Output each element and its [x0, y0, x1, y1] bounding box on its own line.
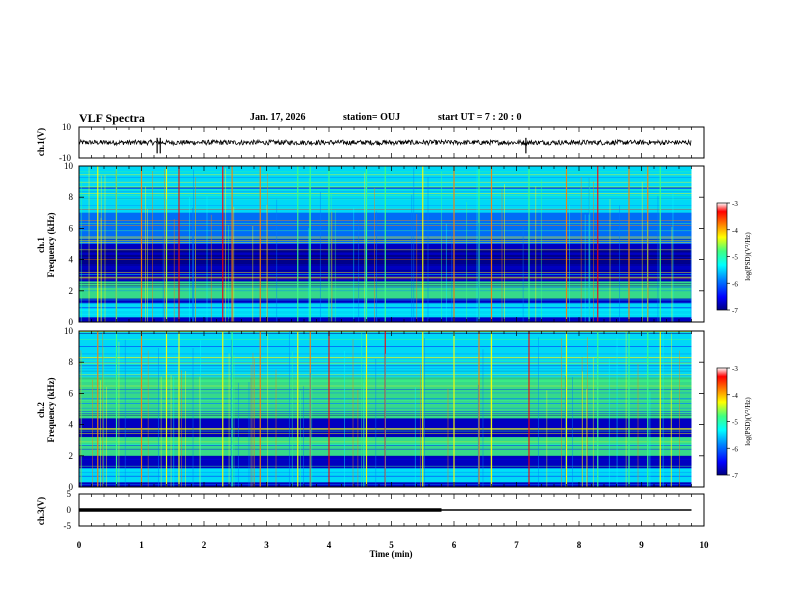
- ch3-ylabel: ch.3(V): [36, 497, 46, 525]
- ch2-spec-ytick-label: 6: [69, 388, 74, 398]
- ch2-spec-ytick-label: 10: [64, 326, 74, 336]
- ch3-level-panel: 5 0 -5: [64, 489, 705, 531]
- x-tick-label: 5: [389, 540, 394, 550]
- ch1-spec-ylabel-line2: Frequency (kHz): [46, 212, 56, 277]
- ch1-spec-ylabel-line1: ch.1: [36, 237, 46, 253]
- ch2-colorbar-tick-label: -6: [732, 445, 738, 453]
- ch1-colorbar-label: log(PSD)(V²/Hz): [744, 232, 752, 281]
- ch3-ytick-label: 0: [67, 505, 72, 515]
- ch2-colorbar-gradient: [716, 367, 728, 476]
- ch1-spec-ytick-label: 6: [69, 223, 74, 233]
- ch1-waveform-trace: [78, 138, 692, 147]
- ch1-ytick-label: -10: [59, 153, 71, 163]
- ch1-spec-ytick-label: 8: [69, 192, 74, 202]
- ch1-spec-ytick-label: 4: [69, 255, 74, 265]
- ch2-colorbar: -3 -4 -5 -6 -7 log(PSD)(V²/Hz): [716, 365, 752, 480]
- ch2-colorbar-label: log(PSD)(V²/Hz): [744, 397, 752, 446]
- x-tick-label: 9: [639, 540, 644, 550]
- start-time-label: start UT = 7 : 20 : 0: [438, 112, 522, 123]
- ch2-spec-ylabel-line2: Frequency (kHz): [46, 377, 56, 442]
- x-tick-label: 0: [77, 540, 82, 550]
- x-tick-label: 1: [139, 540, 144, 550]
- x-tick-label: 10: [700, 540, 710, 550]
- x-tick-label: 2: [202, 540, 207, 550]
- ch1-colorbar-tick-label: -3: [732, 200, 738, 208]
- ch2-colorbar-tick-label: -5: [732, 419, 738, 427]
- ch1-spec-ytick-label: 2: [69, 286, 74, 296]
- ch2-colorbar-tick-label: -7: [732, 472, 738, 480]
- x-tick-label: 3: [264, 540, 269, 550]
- time-axis: 0 1 2 3 4 5 6 7 8 9 10: [77, 540, 709, 550]
- station-label: station= OUJ: [343, 112, 401, 123]
- ch2-colorbar-tick-label: -3: [732, 365, 738, 373]
- ch3-ytick-label: 5: [67, 489, 72, 499]
- ch1-ylabel: ch.1(V): [36, 128, 46, 156]
- ch1-ytick-label: 10: [62, 122, 72, 132]
- ch2-spectrogram-panel: 0 2 4 6 8 10: [64, 326, 705, 492]
- ch1-spec-nodata: [691, 166, 704, 322]
- ch1-spec-ytick-label: 0: [69, 317, 74, 327]
- ch1-spectrogram-panel: 0 2 4 6 8 10: [64, 161, 705, 327]
- ch2-spec-ytick-label: 0: [69, 482, 74, 492]
- x-tick-label: 4: [327, 540, 332, 550]
- ch1-colorbar-tick-label: -7: [732, 307, 738, 315]
- ch2-spec-ytick-label: 4: [69, 420, 74, 430]
- ch1-colorbar-gradient: [716, 202, 728, 311]
- ch1-colorbar-tick-label: -6: [732, 280, 738, 288]
- ch1-colorbar: -3 -4 -5 -6 -7 log(PSD)(V²/Hz): [716, 200, 752, 315]
- x-tick-label: 7: [514, 540, 519, 550]
- ch2-spec-nodata: [691, 331, 704, 487]
- date-label: Jan. 17, 2026: [250, 112, 306, 123]
- ch2-spec-ytick-label: 8: [69, 357, 74, 367]
- ch3-ytick-label: -5: [64, 521, 72, 531]
- ch1-colorbar-tick-label: -4: [732, 227, 738, 235]
- time-axis-label: Time (min): [369, 549, 412, 559]
- ch2-spec-ytick-label: 2: [69, 451, 74, 461]
- ch2-spec-ylabel-line1: ch.2: [36, 402, 46, 418]
- chart-title: VLF Spectra: [79, 111, 145, 125]
- x-tick-label: 8: [577, 540, 582, 550]
- ch1-spec-ytick-label: 10: [64, 161, 74, 171]
- ch2-colorbar-tick-label: -4: [732, 392, 738, 400]
- ch1-waveform-panel: 10 -10: [59, 122, 705, 163]
- x-tick-label: 6: [452, 540, 457, 550]
- ch1-colorbar-tick-label: -5: [732, 254, 738, 262]
